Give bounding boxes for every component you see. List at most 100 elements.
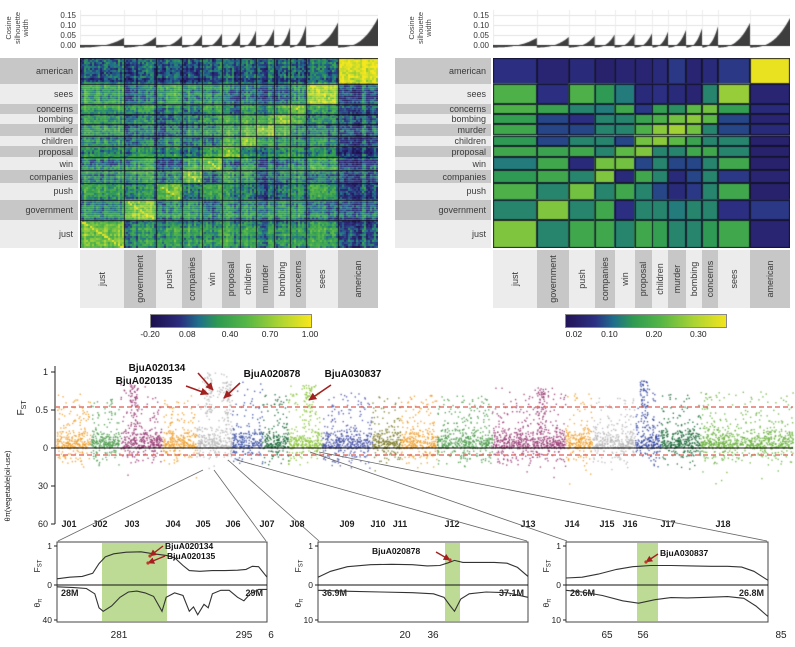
silhouette-y-axis-label: Cosine silhouette width: [407, 11, 434, 45]
inset-gene-marker-dot: [148, 554, 152, 558]
heatmap-column-label-text: concerns: [293, 260, 303, 298]
heatmap-column-label-text: just: [509, 271, 520, 287]
inset-range-left: 26.6M: [570, 588, 595, 598]
chromosome-label: J14: [564, 519, 579, 529]
inset-gene-arrow: [147, 555, 166, 564]
heatmap-column-label-text: win: [207, 272, 217, 286]
silhouette-tick-label: 0.00: [473, 40, 489, 50]
heatmap-column-label: children: [652, 250, 669, 308]
heatmap-column-label-text: american: [353, 260, 363, 298]
heatmap-row-label: concerns: [395, 103, 491, 115]
inset-fst-tick-label: 0: [47, 580, 52, 590]
heatmap-row-label: companies: [0, 170, 78, 183]
inset-gene-label: BjuA020134: [165, 541, 213, 551]
fst-axis-label: FST: [16, 400, 28, 416]
y-axis-tick-label: 0.5: [35, 405, 48, 415]
inset-fst-tick-label: 1: [308, 541, 313, 551]
heatmap-row-label: push: [395, 182, 491, 200]
inset-border: [56, 541, 268, 623]
heatmap-column-label: push: [156, 250, 182, 308]
silhouette-tick-label: 0.10: [60, 20, 76, 30]
colorbar-tick-label: 1.00: [301, 329, 319, 339]
inset-connector-line: [227, 459, 320, 542]
silhouette-tick-label: 0.10: [473, 20, 489, 30]
heatmap-row-label: sees: [395, 83, 491, 104]
inset-axis-number: 281: [111, 630, 128, 641]
chromosome-label: J03: [124, 519, 139, 529]
colorbar-tick-label: 0.02: [565, 329, 583, 339]
inset-pi-axis-label: θπ: [32, 599, 44, 608]
heatmap-column-label: american: [338, 250, 378, 308]
heatmap-column-label-text: companies: [187, 257, 197, 301]
heatmap-column-label: companies: [594, 250, 615, 308]
inset-gene-marker-dot: [448, 558, 452, 562]
heatmap-column-label: government: [536, 250, 569, 308]
heatmap-column-label-text: push: [164, 269, 174, 289]
heatmap-column-label: sees: [306, 250, 338, 308]
y-axis-tick-label: 30: [38, 481, 48, 491]
inset-axis-number: 20: [399, 630, 411, 641]
theta-pi-axis-label: θπ(vegetable|oil-use): [3, 450, 12, 521]
heatmap-column-label-text: murder: [260, 264, 270, 294]
inset-fst-axis-label-sub: ST: [299, 559, 305, 567]
heatmap-row-label: sees: [0, 83, 78, 104]
inset-axis-number: 85: [775, 630, 787, 641]
panel-cluster-heatmap: Cosine silhouette width 0.15 0.10 0.05 0.00…: [395, 0, 795, 350]
heatmap-column-label-text: proposal: [638, 261, 649, 297]
gene-annotation-label: BjuA020134: [129, 363, 186, 374]
heatmap-row-label: companies: [395, 170, 491, 183]
colorbar-tick-label: 0.40: [221, 329, 239, 339]
silhouette-chart-right: [493, 8, 790, 48]
heatmap-column-label: government: [124, 250, 156, 308]
inset-gene-arrow: [435, 551, 451, 561]
inset-pi-axis-label: θπ: [293, 599, 305, 608]
gene-annotation-arrow: [197, 372, 214, 391]
colorbar-tick-label: 0.30: [690, 329, 707, 339]
inset-axis-number: 36: [427, 630, 439, 641]
heatmap-column-label: proposal: [222, 250, 240, 308]
chromosome-label: J10: [370, 519, 385, 529]
inset-pi-axis-label-sub: π: [299, 599, 305, 603]
similarity-heatmap-right: [493, 58, 790, 248]
inset-pi-axis-label: θπ: [541, 599, 553, 608]
chromosome-label: J06: [225, 519, 240, 529]
heatmap-row-label: win: [395, 157, 491, 171]
inset-fst-curve: [56, 551, 268, 580]
chromosome-label: J08: [289, 519, 304, 529]
heatmap-column-label-text: bombing: [277, 261, 287, 297]
heatmap-column-label-text: children: [243, 263, 253, 295]
heatmap-row-label: win: [0, 157, 78, 171]
heatmap-row-label: murder: [395, 124, 491, 136]
inset-axis-number: 6: [268, 630, 274, 641]
heatmap-column-label: companies: [182, 250, 202, 308]
heatmap-row-label: government: [395, 199, 491, 220]
manhattan-scatter-canvas: [0, 350, 795, 550]
heatmap-column-label-text: companies: [599, 257, 610, 301]
gene-annotation-label: BjuA020135: [116, 376, 173, 387]
chromosome-label: J17: [660, 519, 675, 529]
fst-axis-label-sub: ST: [21, 400, 28, 410]
chromosome-label: J05: [195, 519, 210, 529]
chromosome-label: J13: [520, 519, 535, 529]
inset-fst-axis-label-sub: ST: [547, 559, 553, 567]
y-axis-tick-label: 1: [43, 367, 48, 377]
heatmap-column-label: concerns: [290, 250, 306, 308]
heatmap-column-label: win: [202, 250, 222, 308]
chromosome-label: J12: [444, 519, 459, 529]
heatmap-column-label: murder: [668, 250, 687, 308]
colorbar-tick-label: 0.08: [179, 329, 196, 339]
silhouette-tick-label: 0.00: [60, 40, 76, 50]
inset-pi-tick-label: 10: [552, 615, 562, 625]
heatmap-column-label-text: push: [576, 269, 587, 289]
heatmap-column-label: concerns: [702, 250, 719, 308]
inset-fst-axis-label: FST: [541, 559, 553, 572]
heatmap-column-label: bombing: [274, 250, 290, 308]
heatmap-row-label: just: [0, 219, 78, 248]
heatmap-column-label: bombing: [686, 250, 703, 308]
colorbar-right: [565, 314, 727, 328]
heatmap-row-label: children: [0, 135, 78, 146]
inset-fst-tick-label: 1: [556, 541, 561, 551]
colorbar-tick-label: 0.10: [601, 329, 618, 339]
heatmap-column-label-text: sees: [317, 269, 327, 289]
inset-range-left: 28M: [61, 588, 79, 598]
